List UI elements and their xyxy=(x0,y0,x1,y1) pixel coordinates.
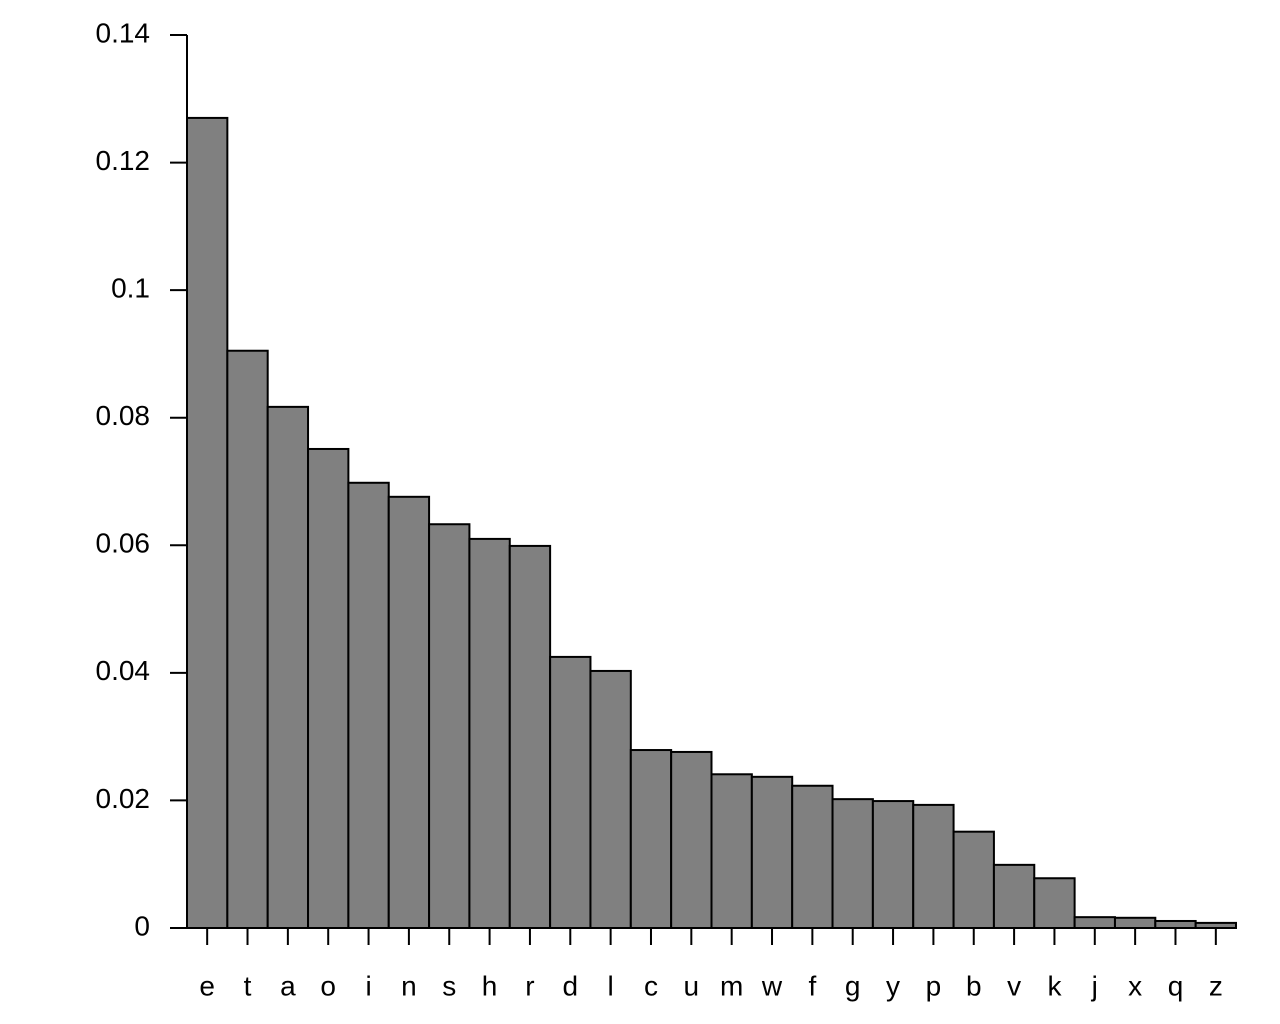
bar xyxy=(791,784,834,930)
bar xyxy=(831,798,874,929)
bar xyxy=(226,349,269,930)
x-tick-label: p xyxy=(926,970,942,1001)
x-tick-label: i xyxy=(365,970,371,1001)
bar xyxy=(871,800,915,929)
bar xyxy=(508,544,552,929)
x-tick-label: n xyxy=(401,970,417,1001)
x-tick-label: w xyxy=(761,970,783,1001)
x-tick-label: b xyxy=(966,970,982,1001)
x-tick-label: u xyxy=(684,970,700,1001)
bar xyxy=(468,537,511,930)
x-tick-label: l xyxy=(608,970,614,1001)
x-tick-label: v xyxy=(1007,970,1021,1001)
bar xyxy=(710,773,753,929)
x-tick-label: g xyxy=(845,970,861,1001)
bar xyxy=(952,830,995,930)
x-tick-label: z xyxy=(1209,970,1223,1001)
y-tick-label: 0.1 xyxy=(111,273,150,304)
bar xyxy=(992,863,1036,930)
x-tick-label: o xyxy=(320,970,336,1001)
bar xyxy=(549,655,592,929)
x-tick-label: c xyxy=(644,970,658,1001)
bar xyxy=(1033,877,1076,929)
x-tick-label: y xyxy=(886,970,900,1001)
x-tick-label: r xyxy=(525,970,534,1001)
x-tick-label: a xyxy=(280,970,296,1001)
bar xyxy=(186,116,229,929)
bar xyxy=(347,481,390,929)
x-tick-label: h xyxy=(482,970,498,1001)
bar xyxy=(1073,916,1116,930)
y-tick-label: 0.04 xyxy=(96,655,151,686)
x-tick-label: j xyxy=(1091,970,1098,1001)
x-tick-label: k xyxy=(1047,970,1062,1001)
bar xyxy=(307,447,350,929)
bar xyxy=(428,523,471,930)
x-tick-label: f xyxy=(808,970,816,1001)
bar xyxy=(750,775,794,930)
x-tick-label: t xyxy=(244,970,252,1001)
y-tick-label: 0.12 xyxy=(96,145,151,176)
y-tick-label: 0 xyxy=(134,910,150,941)
bar xyxy=(629,749,673,929)
bar xyxy=(670,750,713,929)
bar xyxy=(589,669,632,929)
y-tick-label: 0.14 xyxy=(96,17,151,48)
x-tick-label: m xyxy=(720,970,743,1001)
bar xyxy=(1113,916,1157,930)
y-tick-label: 0.02 xyxy=(96,783,151,814)
bar xyxy=(266,405,310,929)
x-tick-label: d xyxy=(562,970,578,1001)
bar xyxy=(1154,919,1197,930)
x-tick-label: x xyxy=(1128,970,1142,1001)
x-tick-label: e xyxy=(199,970,215,1001)
bar xyxy=(387,495,431,929)
bar xyxy=(912,803,955,929)
y-tick-label: 0.08 xyxy=(96,400,151,431)
y-tick-label: 0.06 xyxy=(96,528,151,559)
x-tick-label: q xyxy=(1168,970,1184,1001)
x-tick-label: s xyxy=(442,970,456,1001)
